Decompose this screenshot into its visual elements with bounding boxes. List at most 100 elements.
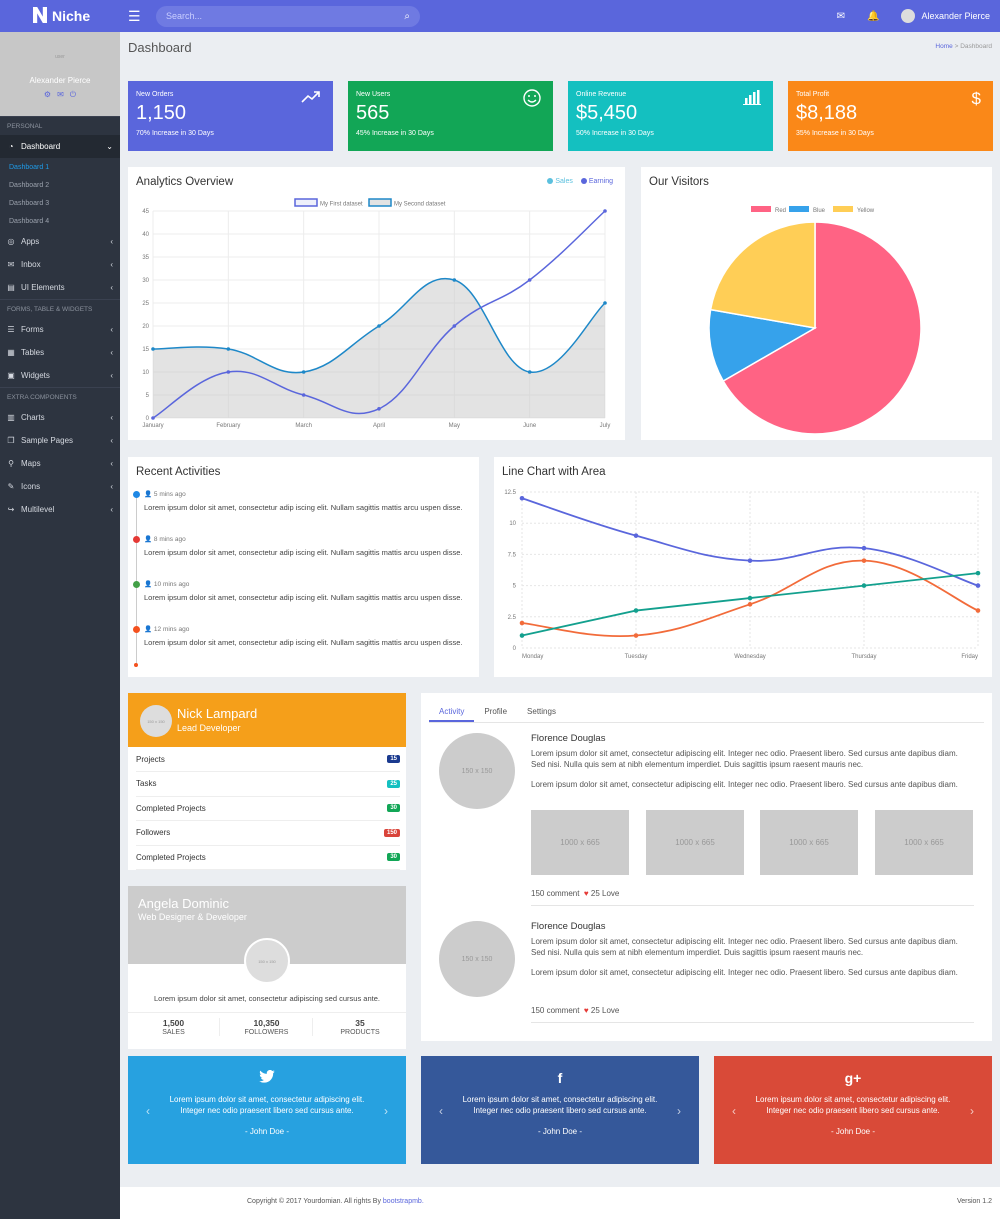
heart-icon[interactable]: ♥ [583,1006,589,1015]
chart-icon: ▥ [7,413,15,422]
comment-count[interactable]: 150 comment [531,889,580,898]
post-author[interactable]: Florence Douglas [531,733,606,744]
sidebar-item-widgets[interactable]: ▣ Widgets ‹ [0,364,120,387]
legend-sales: Sales [547,178,573,185]
activity-text: Lorem ipsum dolor sit amet, consectetur … [144,638,463,647]
power-icon[interactable]: ⏻ [69,90,77,99]
sidebar-subitem[interactable]: Dashboard 1 [9,163,50,171]
sidebar-item-label: Multilevel [21,505,55,514]
clock-icon: 👤 [144,536,153,543]
comment-count[interactable]: 150 comment [531,1006,580,1015]
bar-chart-icon [743,89,761,110]
dashboard-icon: ◔ [8,142,14,151]
settings-icon[interactable]: ⚙ [43,90,52,99]
post-author[interactable]: Florence Douglas [531,921,606,932]
list-item[interactable]: Completed Projects 30 [136,796,400,821]
y-tick-label: 15 [142,347,149,353]
love-count[interactable]: 25 Love [590,889,620,898]
post-image[interactable]: 1000 x 665 [531,810,629,875]
sidebar-subitem[interactable]: Dashboard 3 [9,199,50,207]
love-count[interactable]: 25 Love [590,1006,620,1015]
carousel-next-icon[interactable]: › [677,1104,681,1118]
list-item[interactable]: Projects 15 [136,747,400,772]
user-name[interactable]: Alexander Pierce [921,11,990,21]
analytics-card: Analytics Overview Sales Earning My Firs… [128,167,625,440]
post-meta: 150 comment ♥ 25 Love [531,889,619,898]
tab-profile[interactable]: Profile [484,707,508,716]
list-item[interactable]: Completed Projects 30 [136,845,400,870]
profile-header [128,693,406,747]
visitors-pie-chart: Red Blue Yellow [708,206,922,435]
sidebar-item-dashboard[interactable]: ◔ Dashboard ⌄ [0,135,120,158]
post-image[interactable]: 1000 x 665 [760,810,858,875]
bell-icon[interactable]: 🔔 [867,10,880,22]
carousel-prev-icon[interactable]: ‹ [732,1104,736,1118]
mail-icon[interactable]: ✉ [836,10,845,22]
stat-card-new-users: New Users 565 45% Increase in 30 Days [348,81,553,151]
carousel-next-icon[interactable]: › [384,1104,388,1118]
chevron-left-icon: ‹ [110,459,113,468]
sidebar-item-label: Maps [21,459,41,468]
data-point [226,347,231,351]
heart-icon[interactable]: ♥ [583,889,589,898]
y-tick-label: 7.5 [508,552,517,558]
carousel-prev-icon[interactable]: ‹ [146,1104,150,1118]
carousel-next-icon[interactable]: › [970,1104,974,1118]
x-tick-label: February [216,423,240,429]
app-logo[interactable]: Niche [0,0,120,32]
sidebar-item-maps[interactable]: ⚲ Maps ‹ [0,452,120,475]
post-text: Lorem ipsum dolor sit amet, consectetur … [531,937,958,957]
sidebar: user Alexander Pierce ⚙ ✉ ⏻ PERSONAL ◔ Da… [0,32,120,1219]
sidebar-item-charts[interactable]: ▥ Charts ‹ [0,406,120,429]
sidebar-item-tables[interactable]: ▦ Tables ‹ [0,341,120,364]
stat-label: Online Revenue [576,91,627,98]
activity-text: Lorem ipsum dolor sit amet, consectetur … [144,503,463,512]
count-badge: 30 [387,804,400,812]
list-item[interactable]: Followers 150 [136,821,400,846]
sidebar-item-inbox[interactable]: ✉ Inbox ‹ [0,253,120,276]
sidebar-item-label: Widgets [21,371,50,380]
pie-slice [722,221,922,435]
tab-settings[interactable]: Settings [527,707,556,716]
footer-link[interactable]: bootstrapmb. [382,1198,424,1205]
share-icon: ↪ [7,505,15,514]
sidebar-item-forms[interactable]: ☰ Forms ‹ [0,318,120,341]
quote-text: Lorem ipsum dolor sit amet, consectetur … [462,1095,658,1115]
breadcrumb-home[interactable]: Home [935,43,953,50]
sidebar-item-ui-elements[interactable]: ▤ UI Elements ‹ [0,276,120,299]
search-icon[interactable]: ⌕ [404,10,410,22]
sidebar-subitem[interactable]: Dashboard 2 [9,181,50,189]
analytics-line-chart: My First dataset My Second dataset 0 5 10 15 2… [142,198,610,429]
sidebar-section-label: PERSONAL [0,116,120,135]
search-input[interactable] [166,11,366,21]
breadcrumb: Home > Dashboard [935,43,992,50]
stat-sub: 50% Increase in 30 Days [576,130,654,137]
user-avatar[interactable] [901,9,916,23]
post-image[interactable]: 1000 x 665 [875,810,973,875]
sidebar-item-sample-pages[interactable]: ❐ Sample Pages ‹ [0,429,120,452]
sidebar-item-icons[interactable]: ✎ Icons ‹ [0,475,120,498]
data-point [633,633,639,638]
post-image[interactable]: 1000 x 665 [646,810,744,875]
menu-toggle-icon[interactable]: ☰ [128,7,141,24]
sidebar-item-label: Tables [21,348,45,357]
sidebar-item-multilevel[interactable]: ↪ Multilevel ‹ [0,498,120,521]
clock-icon: 👤 [144,626,153,633]
stat-value: 1,150 [136,102,187,124]
forms-icon: ☰ [7,325,15,334]
mail-icon[interactable]: ✉ [57,90,64,99]
version: Version 1.2 [956,1198,992,1205]
list-item-label: Tasks [136,779,157,788]
dollar-icon: $ [971,89,981,108]
y-tick-label: 0 [146,416,150,422]
stat-value: 565 [356,102,390,124]
visitors-card: Our Visitors Red Blue Yellow [641,167,992,440]
carousel-prev-icon[interactable]: ‹ [439,1104,443,1118]
post-text: Lorem ipsum dolor sit amet, consectetur … [531,968,958,977]
data-point [151,416,155,420]
list-item[interactable]: Tasks 25 [136,772,400,797]
tab-activity[interactable]: Activity [429,701,475,722]
sidebar-item-apps[interactable]: ◎ Apps ‹ [0,230,120,253]
timeline-dot [134,663,138,667]
sidebar-subitem[interactable]: Dashboard 4 [9,217,50,225]
